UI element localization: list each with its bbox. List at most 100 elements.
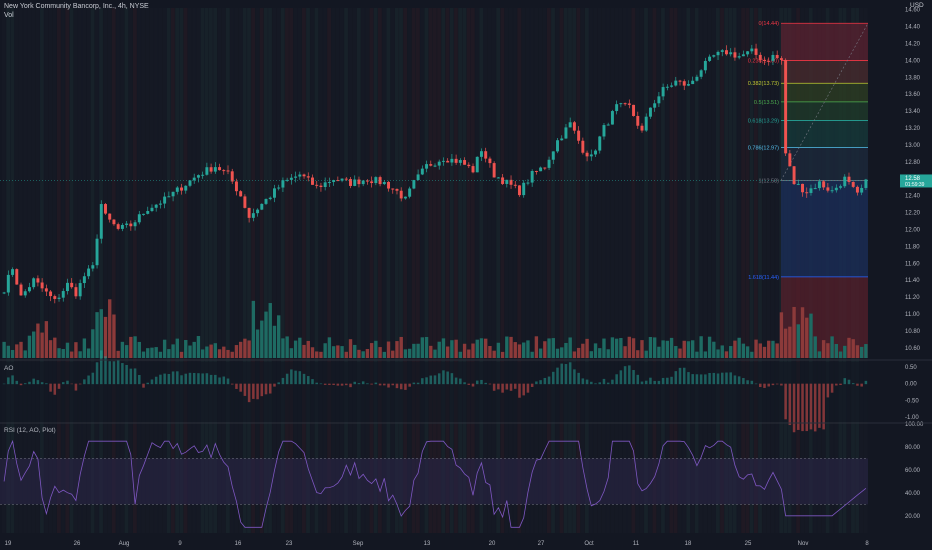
volume-bar: [48, 340, 53, 358]
bg-stripe: [204, 8, 209, 533]
volume-bar: [200, 349, 205, 358]
volume-bar: [31, 331, 36, 358]
candle-body: [556, 140, 559, 152]
ao-bar: [437, 373, 441, 385]
volume-bar: [678, 348, 682, 358]
ao-bar: [454, 377, 458, 385]
candle-body: [640, 125, 644, 131]
candle-body: [49, 291, 53, 297]
ao-bar: [319, 383, 323, 385]
candle-body: [441, 160, 445, 162]
ao-bar: [682, 367, 686, 385]
rsi-tick-label: 80.00: [905, 445, 921, 451]
volume-bar: [167, 349, 171, 358]
ao-bar: [66, 380, 69, 385]
volume-bar: [306, 340, 310, 358]
bg-stripe: [534, 8, 539, 533]
candle-body: [805, 192, 809, 194]
ao-bar: [125, 364, 128, 385]
ao-bar: [488, 383, 492, 385]
ao-bar: [792, 383, 796, 433]
ao-bar: [277, 382, 280, 385]
candle-body: [180, 187, 184, 191]
candle-body: [357, 179, 361, 185]
ao-bar: [412, 382, 416, 385]
symbol-title[interactable]: New York Community Bancorp, Inc., 4h, NY…: [4, 3, 149, 10]
candle-body: [513, 184, 517, 186]
candle-body: [674, 80, 678, 86]
bg-stripe: [280, 8, 285, 533]
candle-body: [691, 80, 695, 85]
ao-bar: [226, 378, 230, 385]
volume-bar: [610, 337, 615, 358]
candle-body: [763, 59, 766, 61]
volume-bar: [745, 346, 750, 358]
volume-bar: [19, 341, 23, 358]
bg-stripe: [314, 8, 319, 533]
ao-bar: [809, 383, 813, 430]
candle-body: [560, 138, 564, 141]
ao-bar: [32, 378, 35, 385]
volume-bar: [315, 351, 319, 358]
volume-bar: [817, 351, 822, 358]
ao-bar: [332, 383, 335, 385]
candle-body: [648, 107, 652, 117]
candle-body: [2, 292, 6, 294]
ao-bar: [661, 377, 665, 385]
bg-stripe: [593, 8, 598, 533]
candle-body: [104, 204, 107, 214]
candle-body: [589, 154, 593, 157]
fib-level-label: 0.236(14.00): [748, 58, 779, 64]
time-axis[interactable]: 19 26 Aug 9 16 23 Sep 13 20 27 Oct 11 18 25 Nov 8: [0, 533, 932, 550]
ao-bar: [83, 379, 86, 385]
ao-bar: [826, 383, 830, 398]
volume-bar: [192, 341, 196, 358]
bg-stripe: [35, 8, 40, 533]
ao-bar: [653, 380, 656, 385]
volume-bar: [783, 328, 788, 358]
volume-bar: [809, 313, 813, 358]
volume-bar: [843, 345, 847, 358]
candle-body: [539, 167, 543, 172]
rsi-label: RSI (12, AO, Plot): [4, 427, 56, 434]
bg-stripe: [116, 8, 120, 533]
bg-stripe: [741, 8, 746, 533]
time-tick-label: 27: [538, 541, 545, 547]
price-tick-label: 11.00: [905, 312, 920, 318]
ao-bar: [598, 382, 602, 385]
price-axis[interactable]: 14.60 14.40 14.20 14.00 13.80 13.60 13.40 13.20…: [868, 0, 932, 550]
volume-bar: [543, 341, 547, 358]
candle-body: [184, 185, 188, 191]
candle-body: [665, 86, 669, 88]
volume-bar: [353, 344, 357, 358]
candle-body: [784, 59, 788, 154]
volume-bar: [171, 344, 175, 358]
bg-stripe: [187, 8, 192, 533]
volume-bar: [805, 317, 809, 358]
volume-bar: [796, 324, 800, 358]
bg-stripe: [52, 8, 57, 533]
volume-bar: [357, 349, 361, 358]
ao-bar: [602, 378, 606, 385]
volume-bar: [614, 338, 619, 358]
bg-stripe: [487, 8, 492, 533]
volume-bar: [530, 351, 534, 358]
fib-retracement[interactable]: 0(14.44) 0.236(14.00) 0.382(13.73) 0.5(13.5…: [748, 21, 869, 358]
ao-tick-label: -0.50: [905, 398, 919, 404]
bg-stripe: [699, 8, 703, 533]
volume-bar: [855, 345, 860, 358]
volume-bar: [124, 345, 129, 358]
rsi-band: [0, 458, 868, 505]
candle-body: [171, 191, 175, 197]
candle-body: [847, 176, 851, 182]
ao-bar: [644, 380, 648, 385]
ao-bar: [36, 380, 40, 385]
volume-bar: [369, 343, 374, 358]
candle-body: [826, 187, 830, 191]
bg-stripe: [466, 8, 471, 533]
ao-bar: [154, 376, 158, 385]
ao-bar: [687, 372, 690, 385]
candle-body: [817, 181, 821, 189]
ao-bar: [349, 383, 352, 388]
